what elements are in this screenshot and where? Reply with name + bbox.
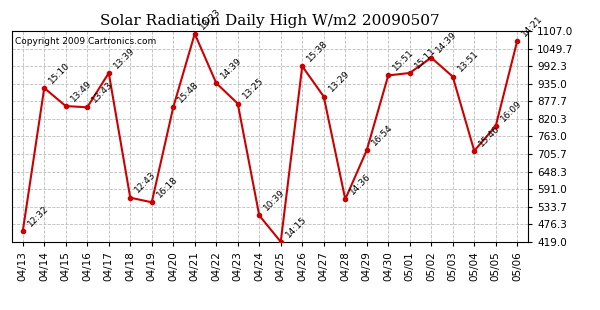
Text: 15:10: 15:10 (47, 60, 71, 85)
Text: 13:51: 13:51 (455, 49, 480, 74)
Text: 16:18: 16:18 (155, 175, 179, 200)
Text: 12:43: 12:43 (133, 170, 158, 195)
Text: 13:43: 13:43 (90, 80, 115, 104)
Text: 16:09: 16:09 (499, 99, 523, 123)
Text: 12:32: 12:32 (26, 204, 50, 228)
Text: 14:36: 14:36 (348, 172, 373, 197)
Text: 16:54: 16:54 (370, 123, 394, 148)
Text: 15:38: 15:38 (305, 39, 329, 64)
Text: 14:39: 14:39 (434, 30, 458, 55)
Text: 13:39: 13:39 (112, 46, 136, 70)
Text: 15:48: 15:48 (176, 80, 200, 104)
Text: 13:25: 13:25 (241, 76, 265, 101)
Text: 14:15: 14:15 (284, 215, 308, 239)
Text: 15:46: 15:46 (477, 123, 502, 148)
Title: Solar Radiation Daily High W/m2 20090507: Solar Radiation Daily High W/m2 20090507 (100, 15, 440, 29)
Text: 13:29: 13:29 (326, 69, 351, 94)
Text: 13:23: 13:23 (197, 7, 222, 31)
Text: 15:11: 15:11 (413, 46, 437, 70)
Text: 13:49: 13:49 (68, 79, 93, 103)
Text: 15:51: 15:51 (391, 48, 416, 73)
Text: 14:39: 14:39 (219, 56, 244, 80)
Text: 14:21: 14:21 (520, 14, 545, 38)
Text: 10:39: 10:39 (262, 188, 287, 213)
Text: Copyright 2009 Cartronics.com: Copyright 2009 Cartronics.com (14, 37, 156, 46)
